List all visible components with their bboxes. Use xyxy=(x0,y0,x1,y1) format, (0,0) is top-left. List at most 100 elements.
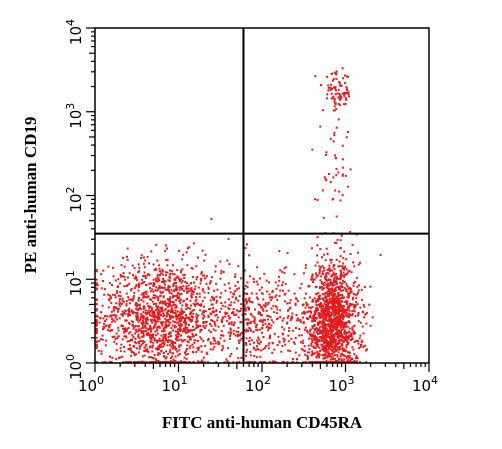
data-point xyxy=(332,97,335,100)
data-point xyxy=(347,338,350,341)
data-point xyxy=(321,265,324,268)
data-point xyxy=(142,256,145,259)
data-point xyxy=(95,340,98,343)
data-point xyxy=(333,105,336,108)
data-point xyxy=(337,316,340,319)
data-point xyxy=(316,354,319,357)
data-point xyxy=(316,274,319,277)
data-point xyxy=(150,282,153,285)
data-point xyxy=(208,282,211,285)
data-point xyxy=(145,292,148,295)
data-point xyxy=(342,326,344,329)
data-point xyxy=(244,354,247,357)
data-point xyxy=(240,303,243,306)
data-point xyxy=(311,352,314,355)
data-point xyxy=(164,338,167,340)
data-point xyxy=(327,351,330,354)
data-point xyxy=(141,278,144,281)
data-point xyxy=(191,318,194,321)
data-point xyxy=(156,289,158,292)
data-point xyxy=(347,355,349,358)
data-point xyxy=(299,287,302,290)
data-point xyxy=(275,294,278,297)
data-point xyxy=(333,318,336,321)
data-point xyxy=(161,322,163,325)
data-point xyxy=(320,275,323,278)
data-point xyxy=(345,301,348,304)
data-point xyxy=(95,269,98,271)
data-point xyxy=(167,289,170,291)
data-point xyxy=(164,323,167,326)
data-point xyxy=(133,361,136,364)
data-point xyxy=(131,333,134,336)
data-point xyxy=(319,332,322,335)
data-point xyxy=(128,272,131,275)
data-point xyxy=(176,294,179,297)
data-point xyxy=(246,318,249,321)
data-point xyxy=(180,319,183,322)
data-point xyxy=(291,357,294,360)
data-point xyxy=(143,281,145,283)
data-point xyxy=(99,316,102,319)
data-point xyxy=(235,330,238,333)
data-point xyxy=(335,333,338,336)
data-point xyxy=(239,321,242,324)
data-point xyxy=(279,289,282,292)
data-point xyxy=(151,346,154,349)
data-point xyxy=(360,343,363,346)
data-point xyxy=(184,361,187,364)
data-point xyxy=(339,345,342,348)
data-point xyxy=(142,316,144,318)
data-point xyxy=(317,322,320,325)
data-point xyxy=(195,324,198,327)
data-point xyxy=(281,345,284,347)
data-point xyxy=(249,350,252,353)
data-point xyxy=(136,330,139,333)
data-point xyxy=(238,361,241,364)
data-point xyxy=(183,290,185,293)
data-point xyxy=(111,356,114,359)
data-point xyxy=(147,273,150,276)
data-point xyxy=(176,297,179,300)
data-point xyxy=(195,321,198,324)
data-point xyxy=(110,302,113,305)
data-point xyxy=(257,341,259,344)
data-point xyxy=(320,307,323,310)
data-point xyxy=(323,296,326,299)
data-point xyxy=(169,317,172,320)
data-point xyxy=(130,338,133,341)
data-point xyxy=(340,321,342,324)
data-point xyxy=(239,339,241,342)
data-point xyxy=(304,326,307,329)
data-point xyxy=(168,299,171,302)
data-point xyxy=(312,317,315,320)
data-point xyxy=(237,357,240,360)
data-point xyxy=(150,334,153,337)
data-point xyxy=(331,198,334,201)
data-point xyxy=(186,329,189,332)
data-point xyxy=(265,309,268,312)
data-point xyxy=(292,361,295,364)
data-point xyxy=(142,330,145,333)
data-point xyxy=(191,343,194,346)
data-point xyxy=(336,311,339,314)
data-point xyxy=(195,265,198,268)
data-point xyxy=(232,311,235,313)
data-point xyxy=(330,338,333,341)
x-tick-label: 102 xyxy=(245,374,271,395)
data-point xyxy=(140,293,143,296)
data-point xyxy=(280,350,283,353)
data-point xyxy=(209,331,212,334)
data-point xyxy=(118,317,121,320)
data-point xyxy=(168,331,171,334)
data-point xyxy=(337,361,340,364)
data-point xyxy=(290,337,293,340)
data-point xyxy=(336,355,339,358)
data-point xyxy=(158,348,160,350)
data-point xyxy=(325,292,328,295)
data-point xyxy=(162,336,165,339)
data-point xyxy=(320,281,323,284)
data-point xyxy=(142,326,144,329)
data-point xyxy=(152,319,155,322)
data-point xyxy=(328,361,331,364)
